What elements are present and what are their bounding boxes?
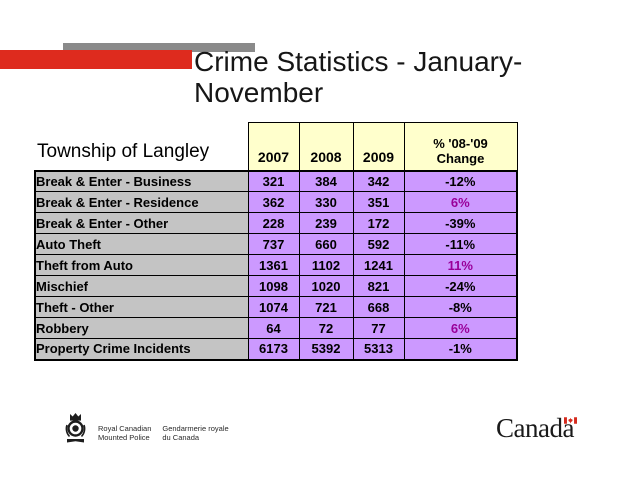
value-2008: 660 <box>298 233 354 255</box>
table-row: Break & Enter - Other 228 239 172 -39% <box>34 212 518 234</box>
change-header-line2: Change <box>436 150 485 166</box>
rcmp-fr-line1: Gendarmerie royale <box>162 424 229 433</box>
value-2009: 172 <box>352 212 405 234</box>
rcmp-english-text: Royal Canadian Mounted Police <box>98 424 151 442</box>
value-change: -8% <box>403 296 518 318</box>
table-row: Mischief 1098 1020 821 -24% <box>34 275 518 297</box>
value-2007: 1098 <box>247 275 300 297</box>
rcmp-crest-icon <box>65 413 86 443</box>
table-row: Break & Enter - Residence 362 330 351 6% <box>34 191 518 213</box>
value-2007: 737 <box>247 233 300 255</box>
canada-wordmark-text: Canada <box>496 413 577 443</box>
value-2008: 239 <box>298 212 354 234</box>
value-2008: 330 <box>298 191 354 213</box>
row-label: Break & Enter - Business <box>34 169 249 192</box>
accent-bar-gray <box>63 43 255 52</box>
row-label: Break & Enter - Residence <box>34 191 249 213</box>
value-change: -39% <box>403 212 518 234</box>
value-2008: 1020 <box>298 275 354 297</box>
table-row: Theft from Auto 1361 1102 1241 11% <box>34 254 518 276</box>
value-2008: 72 <box>298 317 354 339</box>
rcmp-french-text: Gendarmerie royale du Canada <box>162 424 228 442</box>
value-change: 6% <box>403 317 518 339</box>
value-2008: 384 <box>298 169 354 192</box>
row-label: Theft - Other <box>34 296 249 318</box>
change-header-line1: % '08-'09 <box>433 135 488 151</box>
value-2009: 342 <box>352 169 405 192</box>
value-2007: 6173 <box>247 338 300 361</box>
table-row: Robbery 64 72 77 6% <box>34 317 518 339</box>
value-change: 11% <box>403 254 518 276</box>
value-2007: 321 <box>247 169 300 192</box>
value-2007: 64 <box>247 317 300 339</box>
value-2009: 5313 <box>352 338 405 361</box>
row-label: Auto Theft <box>34 233 249 255</box>
value-2009: 668 <box>352 296 405 318</box>
table-header-row: Township of Langley 2007 2008 2009 % '08… <box>35 122 518 171</box>
page-title-line1: Crime Statistics - January- <box>194 46 523 77</box>
value-2007: 1361 <box>247 254 300 276</box>
value-2009: 1241 <box>352 254 405 276</box>
accent-bar-red <box>0 50 192 69</box>
rcmp-fr-line2: du Canada <box>162 433 200 442</box>
table-row: Property Crime Incidents 6173 5392 5313 … <box>34 338 518 361</box>
value-2009: 351 <box>352 191 405 213</box>
value-2007: 228 <box>247 212 300 234</box>
value-change: -12% <box>403 169 518 192</box>
page-title: Crime Statistics - January- November <box>194 46 522 108</box>
value-2008: 721 <box>298 296 354 318</box>
value-2009: 592 <box>352 233 405 255</box>
canada-wordmark: Canada <box>496 413 577 443</box>
rcmp-en-line1: Royal Canadian <box>98 424 152 433</box>
value-change: -1% <box>403 338 518 361</box>
column-header-2009: 2009 <box>352 122 405 171</box>
column-header-change: % '08-'09 Change <box>403 122 518 171</box>
value-change: 6% <box>403 191 518 213</box>
table-row: Auto Theft 737 660 592 -11% <box>34 233 518 255</box>
row-label: Robbery <box>34 317 249 339</box>
canada-wordmark-label: Canada <box>496 413 574 443</box>
column-header-2007: 2007 <box>247 122 300 171</box>
value-2007: 362 <box>247 191 300 213</box>
page-title-line2: November <box>194 77 324 108</box>
rcmp-signature: Royal Canadian Mounted Police Gendarmeri… <box>63 411 229 445</box>
row-label: Theft from Auto <box>34 254 249 276</box>
column-header-2008: 2008 <box>298 122 354 171</box>
table-row: Theft - Other 1074 721 668 -8% <box>34 296 518 318</box>
value-2009: 77 <box>352 317 405 339</box>
rcmp-en-line2: Mounted Police <box>98 433 150 442</box>
value-change: -11% <box>403 233 518 255</box>
value-2007: 1074 <box>247 296 300 318</box>
table-row: Break & Enter - Business 321 384 342 -12… <box>34 169 518 192</box>
rcmp-signature-text: Royal Canadian Mounted Police Gendarmeri… <box>98 411 229 442</box>
row-label: Property Crime Incidents <box>34 338 249 361</box>
crime-statistics-table: Township of Langley 2007 2008 2009 % '08… <box>34 122 518 361</box>
value-2009: 821 <box>352 275 405 297</box>
canada-flag-icon <box>563 417 577 424</box>
row-label: Mischief <box>34 275 249 297</box>
table-corner-label: Township of Langley <box>35 122 248 171</box>
value-change: -24% <box>403 275 518 297</box>
value-2008: 1102 <box>298 254 354 276</box>
row-label: Break & Enter - Other <box>34 212 249 234</box>
value-2008: 5392 <box>298 338 354 361</box>
